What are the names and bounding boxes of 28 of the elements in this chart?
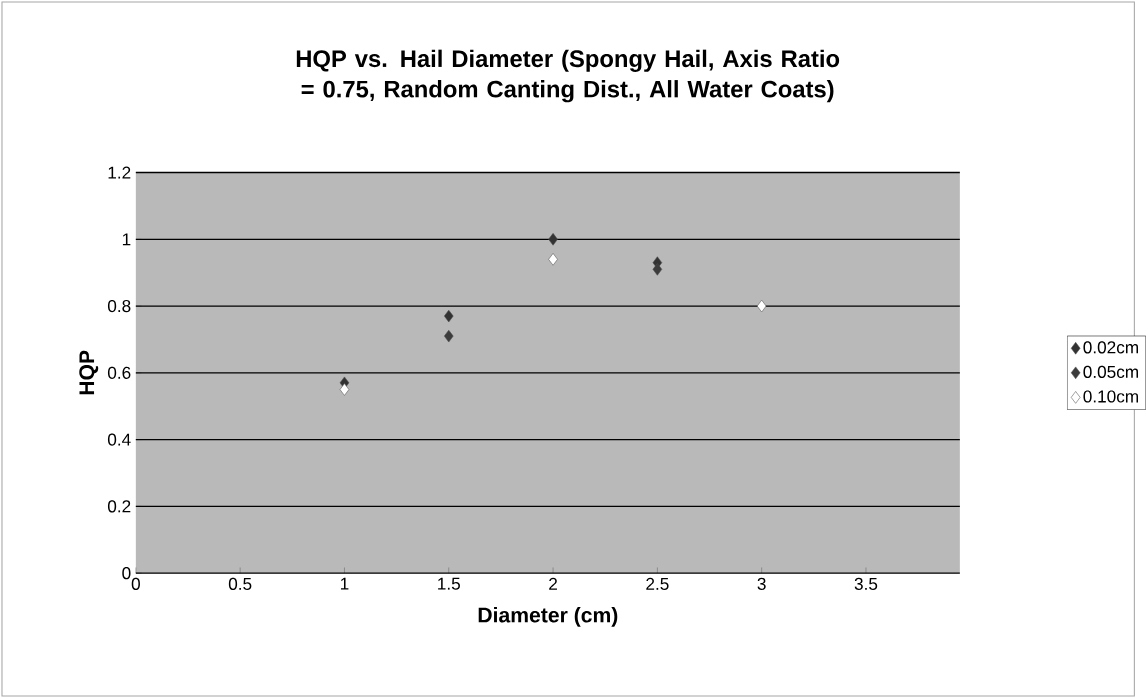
point	[548, 253, 558, 266]
x-tick-label: 3.5	[854, 577, 878, 590]
x-tick-label: 3	[757, 577, 766, 590]
point	[756, 299, 767, 313]
y-tick-label: 0.8	[107, 299, 131, 313]
point	[339, 383, 350, 396]
chart-title: HQP vs. Hail Diameter (Spongy Hail, Axis Ratio = 0.75, Random Canting Dist., All Water Coats)	[296, 49, 840, 103]
x-axis-title: Diameter (cm)	[478, 606, 618, 627]
y-tick-label: 1.2	[108, 166, 131, 179]
y-tick-label: 0.2	[107, 500, 131, 513]
x-tick-label: 1.5	[438, 577, 460, 590]
legend-label: 0.02cm	[1083, 341, 1138, 354]
x-tick-label: 2	[549, 577, 557, 590]
y-tick-label: 0.4	[107, 433, 131, 446]
point	[652, 263, 663, 276]
point	[444, 309, 454, 323]
y-axis-title: HQP	[79, 350, 99, 395]
x-tick-label: 2.5	[646, 577, 669, 590]
point	[444, 329, 454, 343]
x-tick-label: 0	[131, 577, 140, 590]
point	[548, 233, 558, 246]
y-tick-label: 1	[122, 233, 131, 246]
y-tick-label: 0	[122, 567, 131, 580]
x-tick-label: 0.5	[228, 577, 252, 590]
y-tick-label: 0.6	[107, 366, 131, 379]
legend-label: 0.10cm	[1083, 390, 1138, 403]
legend-label: 0.05cm	[1083, 365, 1138, 378]
x-tick-label: 1	[340, 577, 349, 590]
